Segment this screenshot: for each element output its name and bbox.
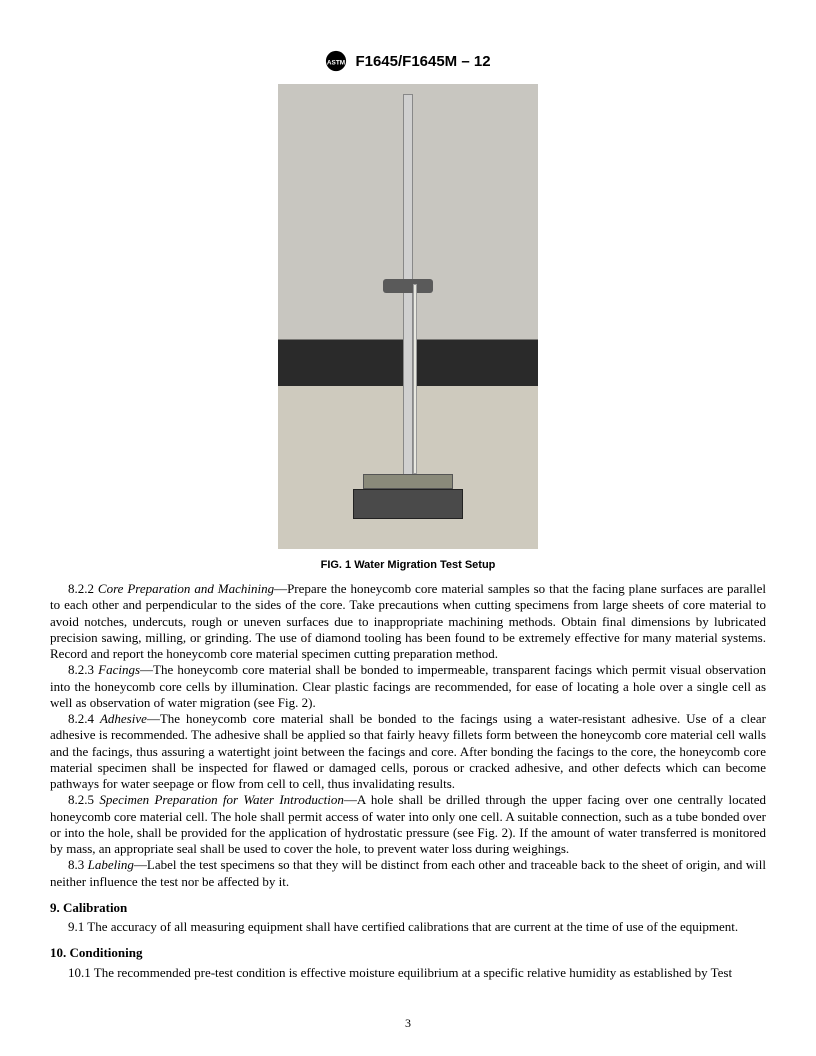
figure-1: FIG. 1 Water Migration Test Setup	[50, 84, 766, 571]
section-text: The recommended pre-test condition is ef…	[94, 965, 732, 980]
section-number: 8.2.2	[68, 581, 94, 596]
section-number: 9.1	[68, 919, 84, 934]
paragraph-8-2-5: 8.2.5 Specimen Preparation for Water Int…	[50, 792, 766, 857]
paragraph-8-3: 8.3 Labeling—Label the test specimens so…	[50, 857, 766, 890]
astm-logo: ASTM	[325, 50, 347, 72]
section-text: —Label the test specimens so that they w…	[50, 857, 766, 888]
section-9-heading: 9. Calibration	[50, 900, 766, 916]
section-text: The accuracy of all measuring equipment …	[87, 919, 738, 934]
body-text: 8.2.2 Core Preparation and Machining—Pre…	[50, 581, 766, 981]
paragraph-9-1: 9.1 The accuracy of all measuring equipm…	[50, 919, 766, 935]
paragraph-8-2-2: 8.2.2 Core Preparation and Machining—Pre…	[50, 581, 766, 662]
paragraph-8-2-3: 8.2.3 Facings—The honeycomb core materia…	[50, 662, 766, 711]
section-10-heading: 10. Conditioning	[50, 945, 766, 961]
document-number: F1645/F1645M – 12	[355, 53, 490, 70]
section-title: Specimen Preparation for Water Introduct…	[99, 792, 344, 807]
paragraph-8-2-4: 8.2.4 Adhesive—The honeycomb core materi…	[50, 711, 766, 792]
section-number: 10.1	[68, 965, 91, 980]
section-title: Facings	[98, 662, 140, 677]
section-title: Core Preparation and Machining	[98, 581, 274, 596]
figure-image	[278, 84, 538, 549]
section-title: Labeling	[88, 857, 134, 872]
svg-text:ASTM: ASTM	[327, 60, 345, 67]
figure-caption: FIG. 1 Water Migration Test Setup	[50, 559, 766, 571]
section-text: —The honeycomb core material shall be bo…	[50, 711, 766, 791]
section-number: 8.2.4	[68, 711, 94, 726]
paragraph-10-1: 10.1 The recommended pre-test condition …	[50, 965, 766, 981]
section-number: 8.2.3	[68, 662, 94, 677]
section-number: 8.3	[68, 857, 84, 872]
section-title: Adhesive	[100, 711, 147, 726]
page-header: ASTM F1645/F1645M – 12	[50, 50, 766, 72]
page-number: 3	[405, 1016, 411, 1031]
section-text: —The honeycomb core material shall be bo…	[50, 662, 766, 710]
section-number: 8.2.5	[68, 792, 94, 807]
